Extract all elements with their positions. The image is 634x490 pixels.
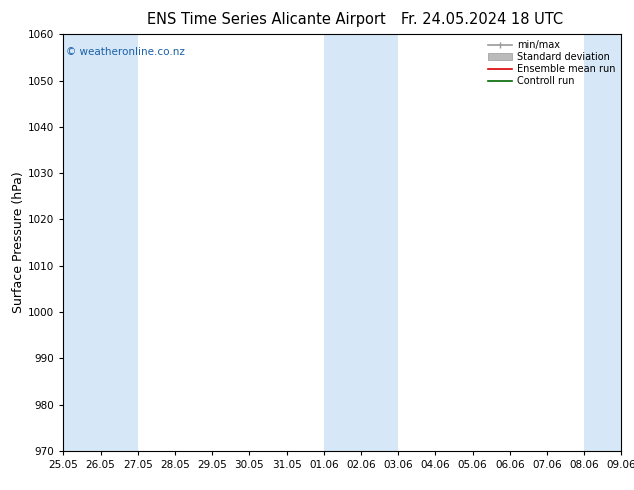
Text: Fr. 24.05.2024 18 UTC: Fr. 24.05.2024 18 UTC [401, 12, 563, 27]
Text: ENS Time Series Alicante Airport: ENS Time Series Alicante Airport [147, 12, 385, 27]
Bar [361, 34, 398, 451]
Bar [324, 34, 361, 451]
Bar [584, 34, 621, 451]
Bar [63, 34, 101, 451]
Text: © weatheronline.co.nz: © weatheronline.co.nz [66, 47, 185, 57]
Y-axis label: Surface Pressure (hPa): Surface Pressure (hPa) [12, 172, 25, 314]
Legend: min/max, Standard deviation, Ensemble mean run, Controll run: min/max, Standard deviation, Ensemble me… [484, 36, 619, 90]
Bar [101, 34, 138, 451]
